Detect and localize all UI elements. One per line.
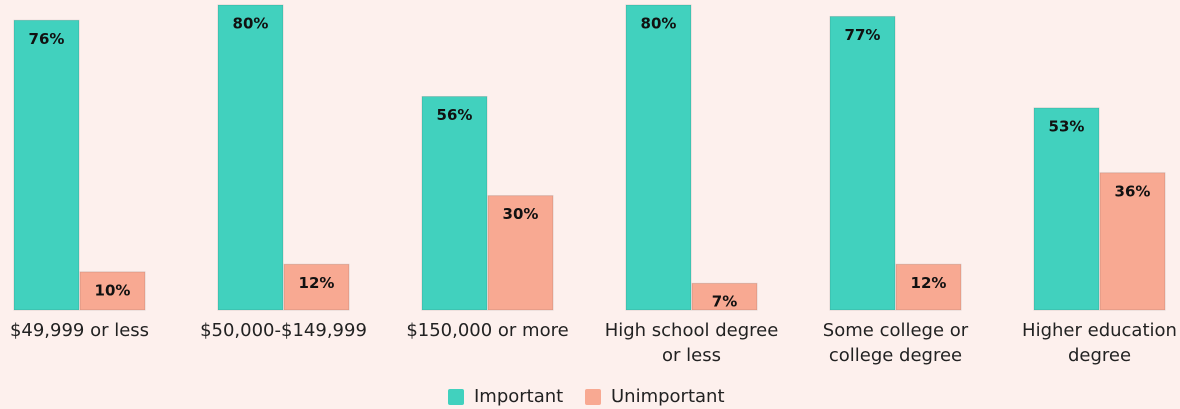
- bar: [13, 19, 80, 311]
- x-tick-label: $50,000-$149,999: [200, 320, 367, 341]
- value-label: 12%: [299, 274, 335, 292]
- x-tick-label: Higher education degree: [1022, 320, 1177, 366]
- value-label: 10%: [95, 281, 131, 299]
- bar: [1099, 172, 1166, 311]
- x-tick-label: $150,000 or more: [406, 320, 569, 341]
- value-label: 53%: [1049, 117, 1085, 135]
- bar: [895, 263, 962, 311]
- x-tick-label: $49,999 or less: [9, 320, 150, 341]
- value-label: 12%: [911, 274, 947, 292]
- bar: [829, 15, 896, 311]
- value-label: 80%: [641, 15, 677, 33]
- value-label: 7%: [712, 293, 737, 311]
- bar: [691, 282, 758, 311]
- bar: [1033, 107, 1100, 311]
- legend-swatch: [448, 389, 464, 405]
- bar: [283, 263, 350, 311]
- bar: [217, 4, 284, 311]
- bar: [421, 96, 488, 311]
- value-label: 80%: [233, 15, 269, 33]
- value-label: 56%: [437, 106, 473, 124]
- bar: [625, 4, 692, 311]
- x-tick-label: High school degree or less: [604, 320, 779, 366]
- bar: [79, 271, 146, 311]
- value-label: 77%: [845, 26, 881, 44]
- value-label: 30%: [503, 205, 539, 223]
- legend-label: Unimportant: [611, 386, 725, 407]
- value-label: 76%: [29, 30, 65, 48]
- bar: [487, 195, 554, 311]
- value-label: 36%: [1115, 182, 1151, 200]
- legend-swatch: [585, 389, 601, 405]
- x-tick-label: Some college or college degree: [822, 320, 969, 366]
- legend-label: Important: [474, 386, 563, 407]
